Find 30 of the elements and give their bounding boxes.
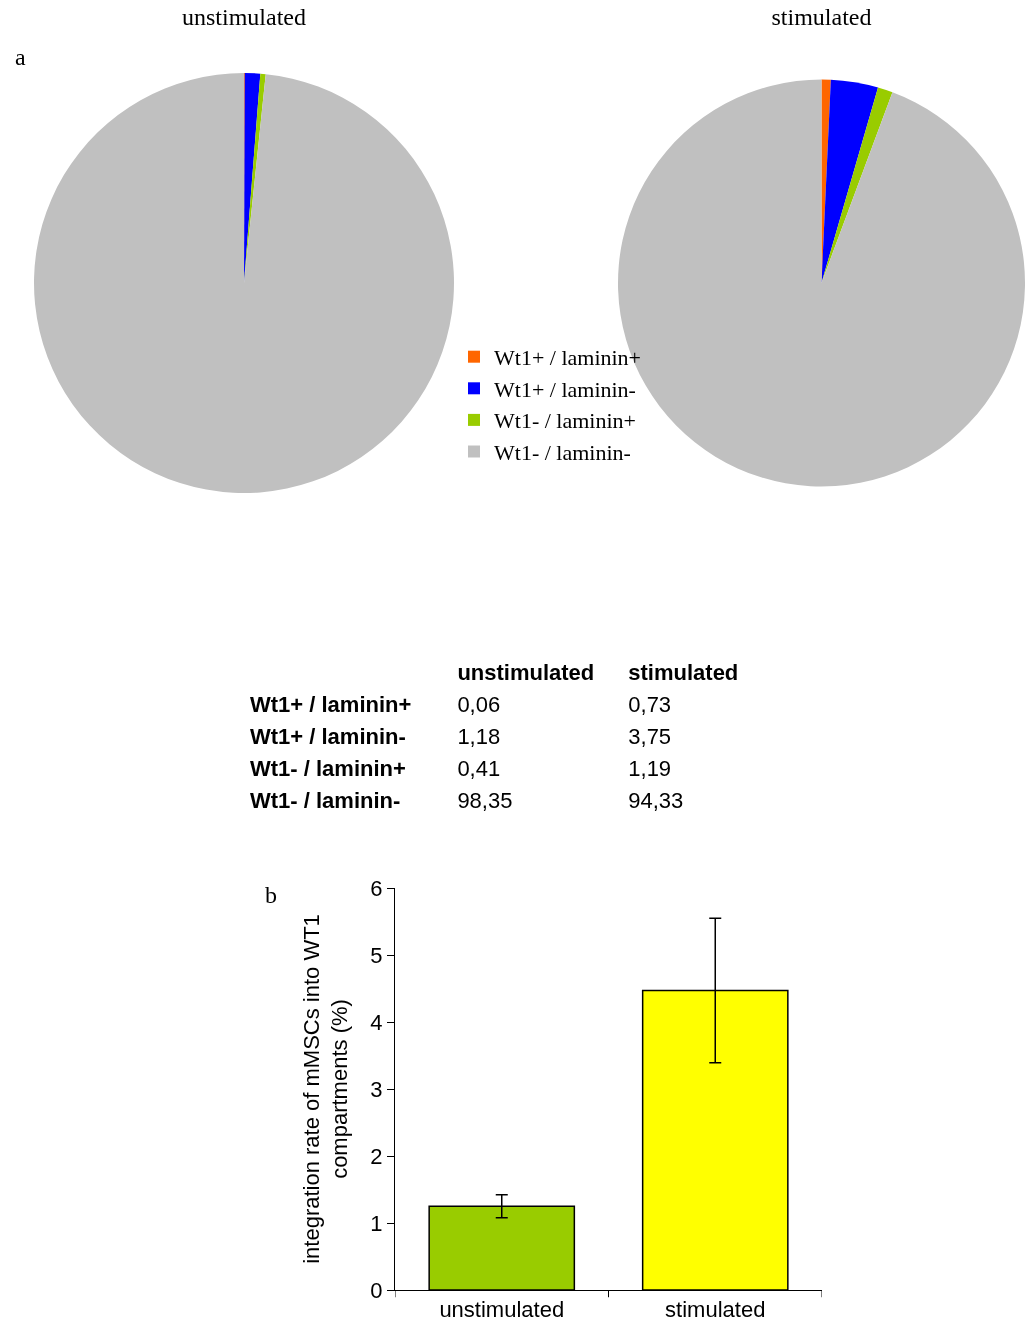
y-axis-title: integration rate of mMSCs into WT1 compartments (%) (298, 914, 353, 1264)
category-label: Wt1- / laminin- (250, 787, 402, 815)
y-tick-label: 4 (370, 1009, 383, 1035)
data-label: 3,75 (628, 723, 673, 751)
legend-label: Wt1- / laminin- (494, 440, 631, 466)
data-label: 1,19 (628, 755, 673, 783)
chart-title: stimulated (771, 4, 872, 31)
y-tick-label: 5 (370, 942, 383, 968)
data-label: 94,33 (628, 787, 685, 815)
y-tick-label: 6 (370, 875, 383, 901)
data-label: 0,41 (457, 755, 502, 783)
y-tick-label: 2 (370, 1143, 383, 1169)
text: stimulated (628, 659, 740, 687)
legend-label: Wt1+ / laminin- (494, 376, 636, 402)
y-tick-label: 1 (370, 1210, 383, 1236)
y-tick-label: 0 (370, 1277, 383, 1303)
text: b (265, 882, 277, 908)
text: a (15, 44, 26, 70)
chart-title: unstimulated (182, 4, 306, 31)
category-label: Wt1+ / laminin+ (250, 691, 413, 719)
legend-label: Wt1- / laminin+ (494, 408, 636, 434)
data-label: 1,18 (457, 723, 502, 751)
data-label: 0,73 (628, 691, 673, 719)
text: unstimulated (457, 659, 596, 687)
data-label: 0,06 (457, 691, 502, 719)
category-label: Wt1+ / laminin- (250, 723, 407, 751)
data-label: 98,35 (457, 787, 514, 815)
legend-label: Wt1+ / laminin+ (494, 345, 642, 371)
y-tick-label: 3 (370, 1076, 383, 1102)
category-label: Wt1- / laminin+ (250, 755, 407, 783)
